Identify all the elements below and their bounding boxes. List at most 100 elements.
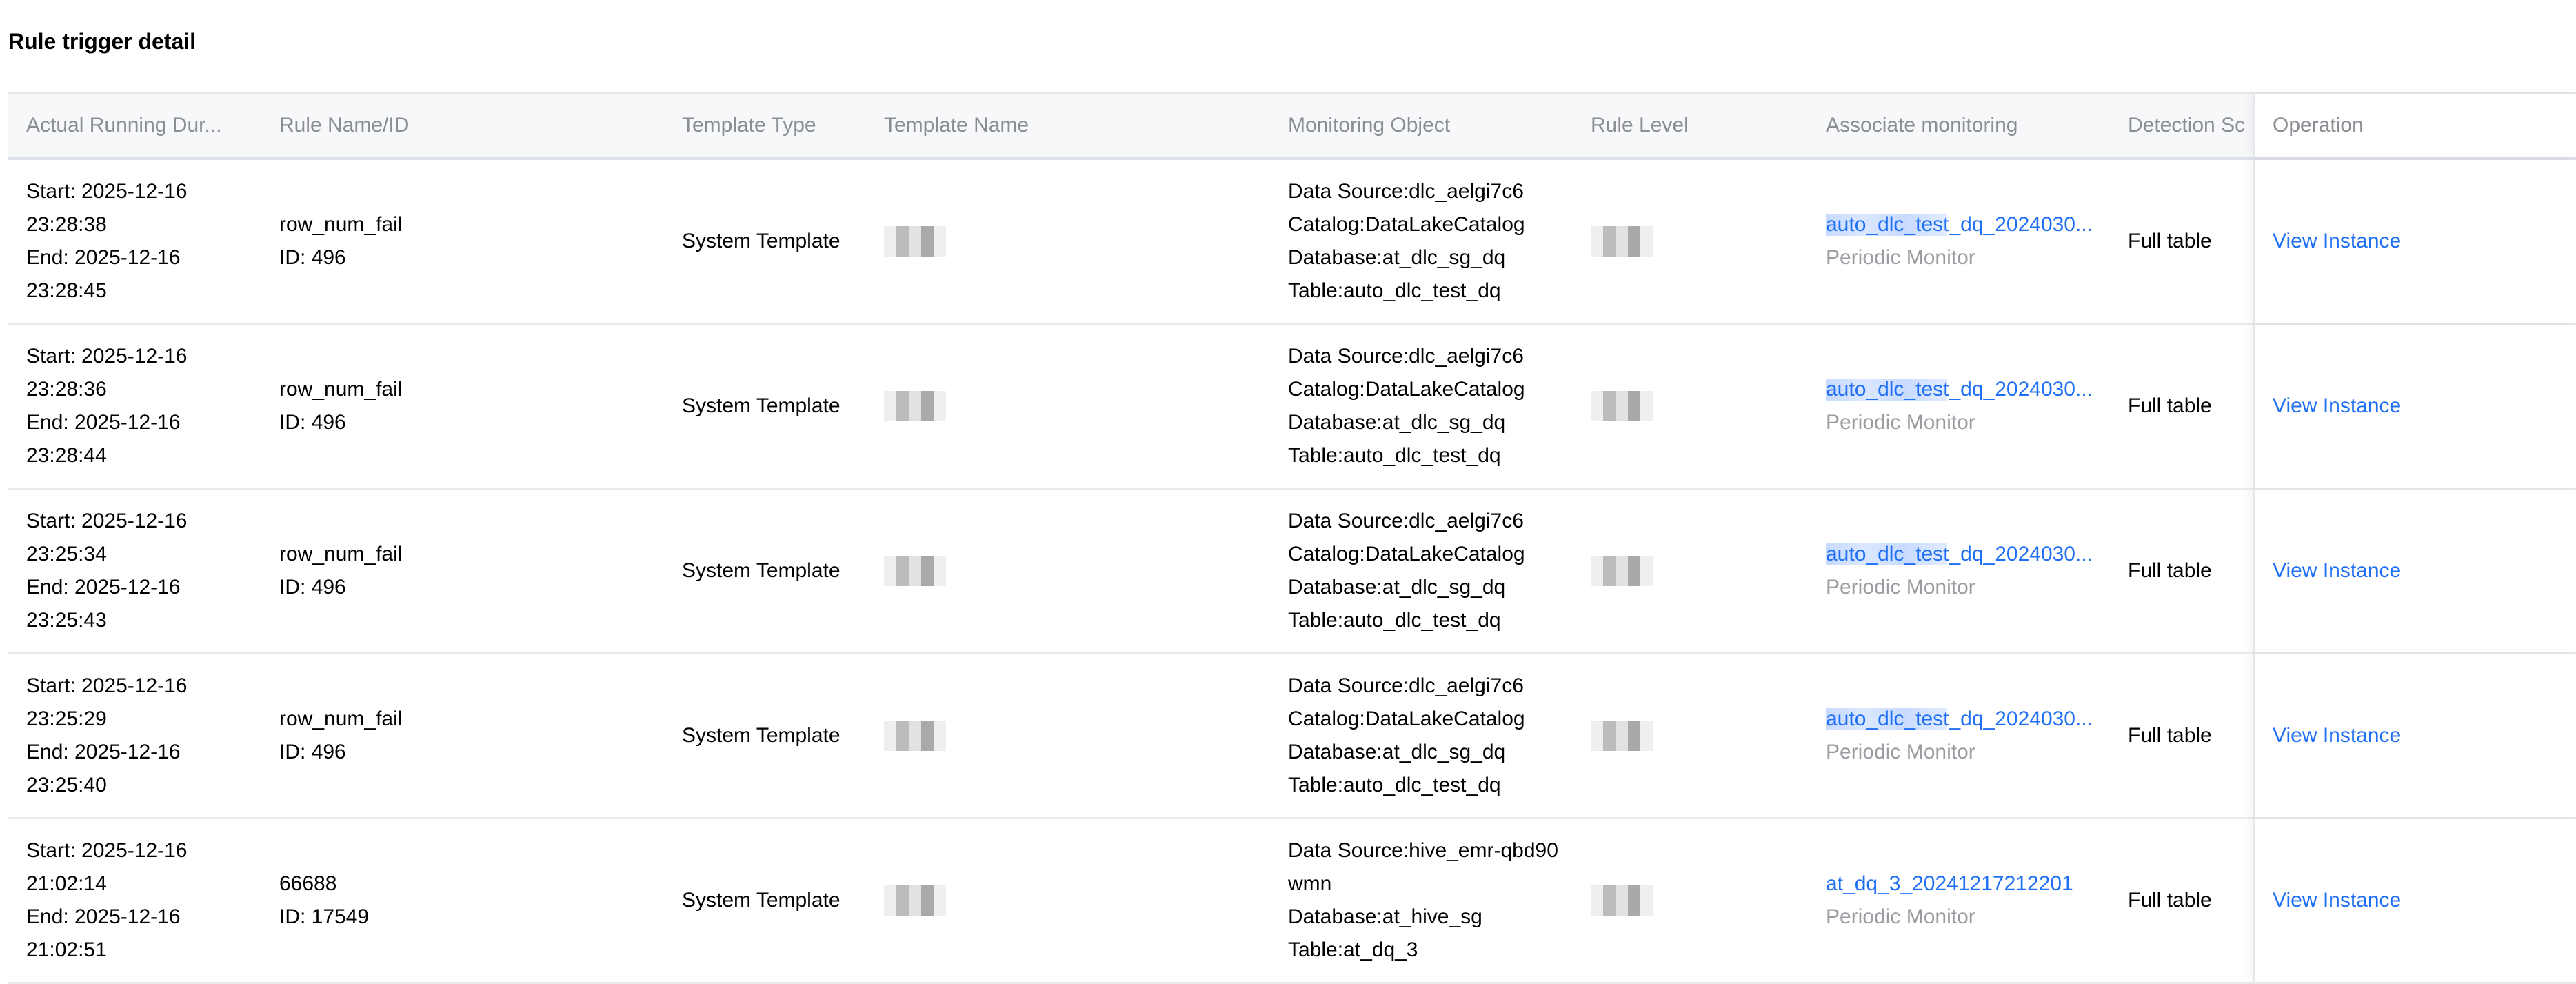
start-date: Start: 2025-12-16 xyxy=(26,510,188,532)
rule-name: row_num_fail xyxy=(279,378,403,401)
header-operation: Operation xyxy=(2273,114,2364,137)
end-date: End: 2025-12-16 xyxy=(26,576,181,599)
detection-scope: Full table xyxy=(2128,559,2212,582)
associate-monitoring: auto_dlc_test_dq_2024030... Periodic Mon… xyxy=(1826,325,2122,488)
running-duration: Start: 2025-12-16 23:28:38 End: 2025-12-… xyxy=(26,160,254,323)
start-date: Start: 2025-12-16 xyxy=(26,345,188,368)
monitoring-object: Data Source:hive_emr-qbd90 wmn Database:at… xyxy=(1288,819,1578,982)
rule-id: ID: 496 xyxy=(279,741,346,763)
template-type: System Template xyxy=(682,559,841,582)
monitoring-object: Data Source:dlc_aelgi7c6 Catalog:DataLake… xyxy=(1288,490,1578,652)
monitoring-object-line: Table:auto_dlc_test_dq xyxy=(1288,279,1501,302)
running-duration: Start: 2025-12-16 23:25:34 End: 2025-12-… xyxy=(26,490,254,652)
end-date: End: 2025-12-16 xyxy=(26,741,181,763)
rule-trigger-table: Actual Running Dur... Rule Name/ID Templ… xyxy=(8,92,2576,984)
rule-name: 66688 xyxy=(279,872,337,895)
associate-monitoring: auto_dlc_test_dq_2024030... Periodic Mon… xyxy=(1826,160,2122,323)
view-instance-link[interactable]: View Instance xyxy=(2273,394,2402,417)
start-time: 21:02:14 xyxy=(26,872,107,895)
associate-monitoring-link[interactable]: auto_dlc_test_dq_2024030... xyxy=(1826,208,2122,241)
template-name xyxy=(884,325,1270,488)
template-name-redacted xyxy=(884,391,946,421)
associate-monitoring: auto_dlc_test_dq_2024030... Periodic Mon… xyxy=(1826,654,2122,817)
rule-level xyxy=(1591,490,1811,652)
end-time: 23:28:45 xyxy=(26,279,107,302)
monitoring-object-line: Table:at_dq_3 xyxy=(1288,938,1418,961)
monitoring-object-line: Data Source:dlc_aelgi7c6 xyxy=(1288,345,1524,368)
associate-monitoring-label: auto_dlc_test_dq_2024030... xyxy=(1826,378,2093,401)
detection-scope: Full table xyxy=(2128,230,2212,252)
associate-monitoring-label: auto_dlc_test_dq_2024030... xyxy=(1826,213,2093,236)
end-time: 21:02:51 xyxy=(26,938,107,961)
header-associate-monitoring[interactable]: Associate monitoring xyxy=(1826,114,2018,137)
associate-monitoring-link[interactable]: auto_dlc_test_dq_2024030... xyxy=(1826,703,2122,736)
view-instance-link[interactable]: View Instance xyxy=(2273,230,2402,252)
rule-level xyxy=(1591,819,1811,982)
rule-name-id: row_num_fail ID: 496 xyxy=(279,325,665,488)
start-date: Start: 2025-12-16 xyxy=(26,839,188,862)
rule-level xyxy=(1591,160,1811,323)
template-name-redacted xyxy=(884,556,946,586)
monitoring-object: Data Source:dlc_aelgi7c6 Catalog:DataLake… xyxy=(1288,654,1578,817)
associate-monitoring: at_dq_3_20241217212201 Periodic Monitor xyxy=(1826,819,2122,982)
end-time: 23:28:44 xyxy=(26,444,107,467)
header-template-type[interactable]: Template Type xyxy=(682,114,816,137)
template-name xyxy=(884,160,1270,323)
monitoring-object-line: Catalog:DataLakeCatalog xyxy=(1288,213,1525,236)
header-actual-running-duration[interactable]: Actual Running Dur... xyxy=(26,114,222,137)
rule-name-id: row_num_fail ID: 496 xyxy=(279,654,665,817)
associate-monitoring-label: at_dq_3_20241217212201 xyxy=(1826,872,2073,895)
view-instance-link[interactable]: View Instance xyxy=(2273,889,2402,912)
header-rule-name[interactable]: Rule Name/ID xyxy=(279,114,410,137)
rule-name-id: row_num_fail ID: 496 xyxy=(279,160,665,323)
monitoring-object-line: wmn xyxy=(1288,872,1332,895)
monitoring-object-line: Data Source:dlc_aelgi7c6 xyxy=(1288,674,1524,697)
associate-monitoring-label: auto_dlc_test_dq_2024030... xyxy=(1826,707,2093,730)
monitoring-object-line: Database:at_dlc_sg_dq xyxy=(1288,576,1506,599)
running-duration: Start: 2025-12-16 23:28:36 End: 2025-12-… xyxy=(26,325,254,488)
table-row: Start: 2025-12-16 23:28:36 End: 2025-12-… xyxy=(8,325,2576,490)
header-rule-level[interactable]: Rule Level xyxy=(1591,114,1689,137)
end-time: 23:25:43 xyxy=(26,609,107,632)
monitoring-object-line: Data Source:dlc_aelgi7c6 xyxy=(1288,510,1524,532)
monitoring-object-line: Database:at_dlc_sg_dq xyxy=(1288,741,1506,763)
running-duration: Start: 2025-12-16 21:02:14 End: 2025-12-… xyxy=(26,819,254,982)
associate-monitoring-link[interactable]: auto_dlc_test_dq_2024030... xyxy=(1826,373,2122,406)
monitor-type: Periodic Monitor xyxy=(1826,246,1975,269)
monitoring-object-line: Table:auto_dlc_test_dq xyxy=(1288,609,1501,632)
end-date: End: 2025-12-16 xyxy=(26,411,181,434)
header-template-name[interactable]: Template Name xyxy=(884,114,1029,137)
view-instance-link[interactable]: View Instance xyxy=(2273,559,2402,582)
monitoring-object-line: Table:auto_dlc_test_dq xyxy=(1288,774,1501,796)
template-type: System Template xyxy=(682,394,841,417)
template-name-redacted xyxy=(884,721,946,751)
detection-scope: Full table xyxy=(2128,724,2212,747)
associate-monitoring-link[interactable]: at_dq_3_20241217212201 xyxy=(1826,867,2122,901)
header-monitoring-object[interactable]: Monitoring Object xyxy=(1288,114,1451,137)
monitoring-object-line: Data Source:dlc_aelgi7c6 xyxy=(1288,180,1524,203)
table-row: Start: 2025-12-16 21:02:14 End: 2025-12-… xyxy=(8,819,2576,984)
start-date: Start: 2025-12-16 xyxy=(26,674,188,697)
start-time: 23:25:34 xyxy=(26,543,107,565)
template-type: System Template xyxy=(682,889,841,912)
header-detection-scope[interactable]: Detection Sc xyxy=(2128,114,2246,137)
monitoring-object-line: Table:auto_dlc_test_dq xyxy=(1288,444,1501,467)
associate-monitoring-link[interactable]: auto_dlc_test_dq_2024030... xyxy=(1826,538,2122,571)
rule-level-redacted xyxy=(1591,721,1653,751)
monitor-type: Periodic Monitor xyxy=(1826,905,1975,928)
end-date: End: 2025-12-16 xyxy=(26,905,181,928)
rule-id: ID: 496 xyxy=(279,246,346,269)
page-title: Rule trigger detail xyxy=(8,29,197,54)
rule-level xyxy=(1591,325,1811,488)
table-row: Start: 2025-12-16 23:25:34 End: 2025-12-… xyxy=(8,490,2576,654)
end-date: End: 2025-12-16 xyxy=(26,246,181,269)
monitoring-object-line: Database:at_dlc_sg_dq xyxy=(1288,246,1506,269)
associate-monitoring-label: auto_dlc_test_dq_2024030... xyxy=(1826,543,2093,565)
monitoring-object: Data Source:dlc_aelgi7c6 Catalog:DataLake… xyxy=(1288,325,1578,488)
view-instance-link[interactable]: View Instance xyxy=(2273,724,2402,747)
rule-level-redacted xyxy=(1591,226,1653,257)
detection-scope: Full table xyxy=(2128,889,2212,912)
rule-id: ID: 17549 xyxy=(279,905,370,928)
rule-level-redacted xyxy=(1591,391,1653,421)
template-name xyxy=(884,490,1270,652)
